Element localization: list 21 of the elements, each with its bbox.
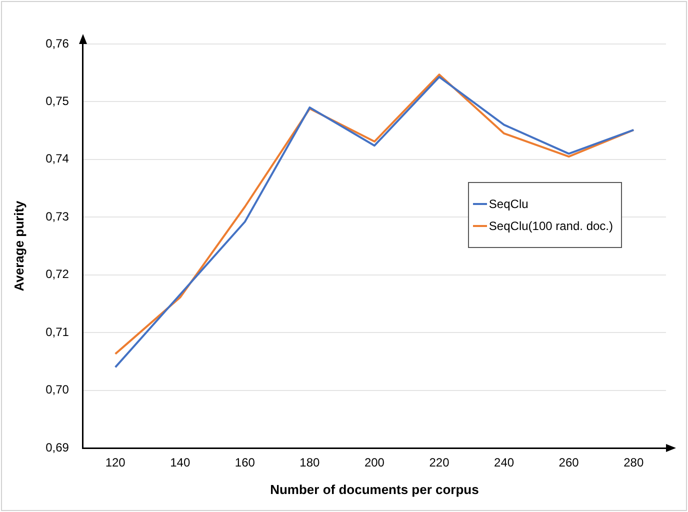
y-tick-label: 0,74: [46, 152, 70, 166]
y-tick-label: 0,72: [46, 267, 70, 282]
x-tick-label: 120: [105, 456, 126, 470]
x-tick-label: 220: [429, 456, 450, 470]
legend-label: SeqClu: [488, 197, 528, 211]
y-tick-label: 0,73: [46, 209, 70, 224]
y-tick-label: 0,75: [46, 94, 70, 108]
legend-label: SeqClu(100 rand. doc.): [488, 219, 613, 233]
x-tick-label: 260: [558, 456, 580, 470]
x-tick-label: 160: [234, 456, 256, 470]
x-tick-label: 200: [364, 456, 385, 470]
y-tick-label: 0,71: [46, 324, 70, 339]
x-tick-label: 140: [170, 456, 190, 470]
y-tick-label: 0,70: [46, 382, 70, 397]
x-tick-label: 280: [624, 456, 644, 470]
x-axis-title: Number of documents per corpus: [270, 482, 479, 497]
x-tick-label: 240: [494, 456, 514, 470]
y-tick-label: 0,69: [46, 440, 70, 454]
x-tick-label: 180: [300, 456, 320, 470]
y-axis-title: Average purity: [11, 200, 26, 292]
y-tick-label: 0,76: [46, 36, 70, 50]
